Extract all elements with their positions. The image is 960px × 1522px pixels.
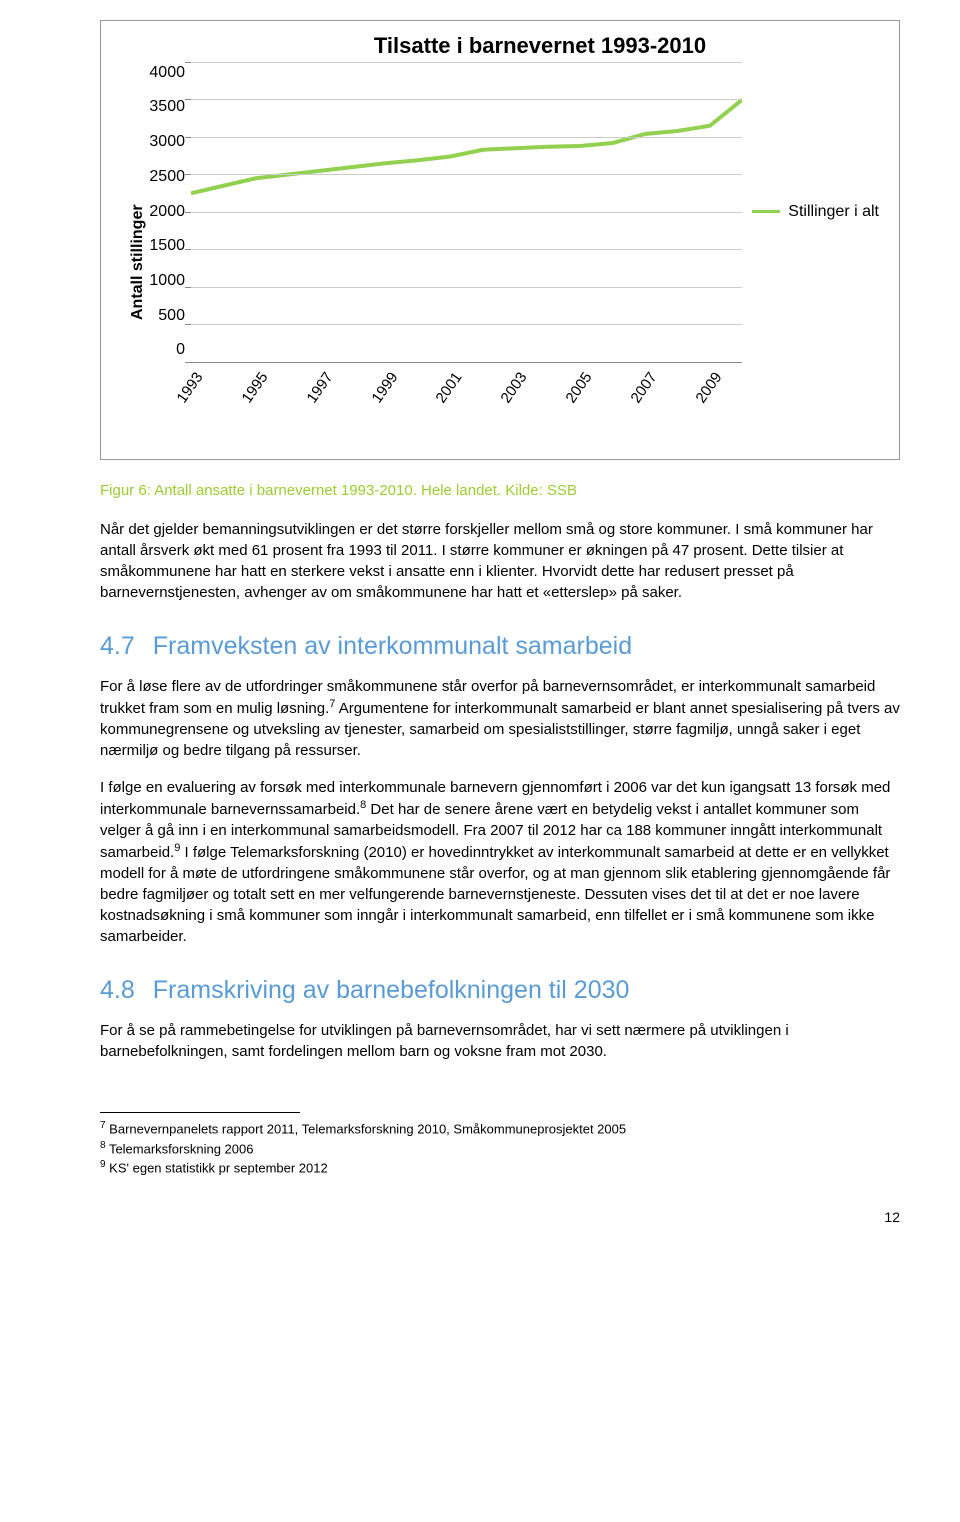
legend-swatch: [752, 210, 780, 213]
footnote-9: 9 KS' egen statistikk pr september 2012: [100, 1158, 900, 1178]
y-tick-label: 0: [149, 339, 185, 361]
x-tick-label: 2007: [626, 368, 662, 407]
x-tick-label: 1995: [237, 368, 273, 407]
x-tick-label: 1997: [302, 368, 338, 407]
body-paragraph: Når det gjelder bemanningsutviklingen er…: [100, 519, 900, 603]
chart-container: Tilsatte i barnevernet 1993-2010 Antall …: [100, 20, 900, 460]
footnotes-separator: [100, 1112, 300, 1113]
y-tick-label: 2500: [149, 166, 185, 188]
y-tick-label: 1500: [149, 235, 185, 257]
figure-caption: Figur 6: Antall ansatte i barnevernet 19…: [100, 480, 900, 501]
y-tick-label: 2000: [149, 201, 185, 223]
section-number: 4.7: [100, 632, 135, 660]
legend-label: Stillinger i alt: [788, 201, 879, 223]
plot-column: 199319951997199920012003200520072009: [191, 62, 742, 412]
section-heading-4-7: 4.7 Framveksten av interkommunalt samarbe…: [100, 629, 900, 664]
body-paragraph: For å se på rammebetingelse for utviklin…: [100, 1020, 900, 1062]
footnote-7: 7 Barnevernpanelets rapport 2011, Telema…: [100, 1119, 900, 1139]
y-tick-label: 500: [149, 305, 185, 327]
x-tick-label: 2009: [691, 368, 727, 407]
legend: Stillinger i alt: [742, 201, 879, 273]
section-title: Framveksten av interkommunalt samarbeid: [153, 632, 632, 660]
footnotes: 7 Barnevernpanelets rapport 2011, Telema…: [100, 1119, 900, 1178]
plot-area: [191, 62, 742, 362]
y-tick-label: 3500: [149, 96, 185, 118]
x-tick-label: 2001: [431, 368, 467, 407]
x-axis-ticks: 199319951997199920012003200520072009: [191, 362, 742, 412]
page-number: 12: [100, 1208, 900, 1228]
chart-body: Antall stillinger 4000 3500 3000 2500 2000 15…: [121, 62, 879, 412]
x-tick-label: 2003: [496, 368, 532, 407]
body-paragraph: I følge en evaluering av forsøk med inte…: [100, 777, 900, 947]
body-paragraph: For å løse flere av de utfordringer småk…: [100, 676, 900, 761]
x-tick-label: 2005: [561, 368, 597, 407]
y-tick-label: 1000: [149, 270, 185, 292]
section-title: Framskriving av barnebefolkningen til 20…: [153, 976, 630, 1004]
footnote-8: 8 Telemarksforskning 2006: [100, 1139, 900, 1159]
y-axis-ticks: 4000 3500 3000 2500 2000 1500 1000 500 0: [149, 62, 191, 412]
chart-title: Tilsatte i barnevernet 1993-2010: [121, 31, 879, 62]
y-tick-label: 3000: [149, 131, 185, 153]
y-tick-label: 4000: [149, 62, 185, 84]
section-number: 4.8: [100, 976, 135, 1004]
x-tick-label: 1999: [366, 368, 402, 407]
y-axis-label: Antall stillinger: [121, 62, 149, 412]
section-heading-4-8: 4.8 Framskriving av barnebefolkningen til…: [100, 973, 900, 1008]
